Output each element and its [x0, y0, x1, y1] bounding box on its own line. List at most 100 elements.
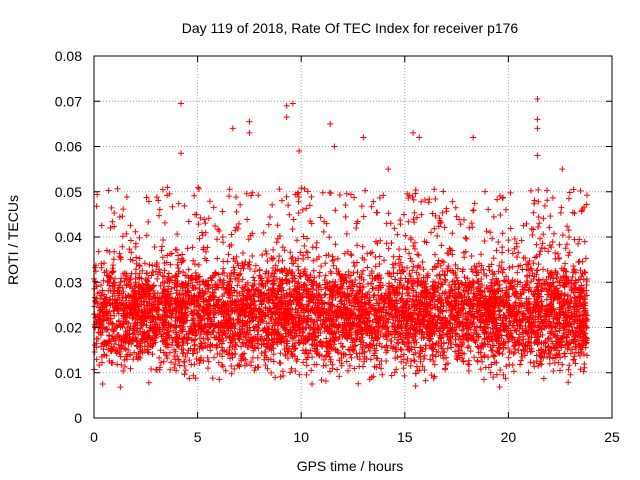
data-point [210, 327, 217, 334]
data-point [503, 284, 510, 291]
data-point [215, 359, 222, 366]
data-point [549, 355, 556, 362]
data-point [289, 226, 296, 233]
data-point [410, 216, 417, 223]
data-point [111, 223, 118, 230]
data-point [334, 303, 341, 310]
data-point [419, 258, 426, 265]
data-point [493, 247, 500, 254]
data-point [268, 369, 275, 376]
data-point [490, 303, 497, 310]
data-point [411, 344, 418, 351]
data-points [91, 95, 591, 391]
data-point [376, 299, 383, 306]
data-point [274, 222, 281, 229]
data-point [362, 187, 369, 194]
data-point [174, 231, 181, 238]
data-point [99, 380, 106, 387]
data-point [404, 264, 411, 271]
data-point [307, 347, 314, 354]
data-point [560, 329, 567, 336]
data-point [135, 274, 142, 281]
data-point [505, 354, 512, 361]
data-point [264, 365, 271, 372]
data-point [414, 275, 421, 282]
data-point [343, 358, 350, 365]
data-point [452, 348, 459, 355]
data-point [376, 361, 383, 368]
data-point [149, 262, 156, 269]
data-point [566, 249, 573, 256]
data-point [558, 265, 565, 272]
data-point [577, 267, 584, 274]
data-point [448, 344, 455, 351]
data-point [108, 204, 115, 211]
data-point [430, 358, 437, 365]
data-point [242, 356, 249, 363]
data-point [229, 336, 236, 343]
data-point [300, 359, 307, 366]
data-point [373, 296, 380, 303]
data-point [463, 235, 470, 242]
data-point [503, 363, 510, 370]
data-point [260, 229, 267, 236]
data-point [99, 287, 106, 294]
data-point [128, 249, 135, 256]
data-point [332, 207, 339, 214]
data-point [530, 260, 537, 267]
data-point [156, 354, 163, 361]
data-point [535, 186, 542, 193]
data-point [565, 379, 572, 386]
data-point [550, 367, 557, 374]
data-point [159, 272, 166, 279]
data-point [157, 359, 164, 366]
data-point [460, 313, 467, 320]
data-point [581, 268, 588, 275]
data-point [123, 230, 130, 237]
data-point [169, 203, 176, 210]
data-point [157, 282, 164, 289]
data-point [400, 365, 407, 372]
data-point [493, 359, 500, 366]
data-point [164, 184, 171, 191]
data-point [353, 225, 360, 232]
data-point [264, 332, 271, 339]
data-point [364, 264, 371, 271]
data-point [535, 261, 542, 268]
data-point [565, 227, 572, 234]
data-point [490, 213, 497, 220]
data-point [565, 252, 572, 259]
data-point [283, 193, 290, 200]
data-point [435, 223, 442, 230]
data-point [512, 289, 519, 296]
data-point [388, 372, 395, 379]
data-point [146, 261, 153, 268]
data-point [303, 205, 310, 212]
data-point [411, 209, 418, 216]
data-point [195, 185, 202, 192]
data-point [127, 237, 134, 244]
data-point [186, 375, 193, 382]
data-point [366, 289, 373, 296]
data-point [159, 186, 166, 193]
data-point [123, 194, 130, 201]
data-point [219, 363, 226, 370]
data-point [119, 284, 126, 291]
data-point [326, 368, 333, 375]
data-point [404, 355, 411, 362]
data-point [410, 263, 417, 270]
data-point [337, 340, 344, 347]
data-point [525, 319, 532, 326]
data-point [543, 276, 550, 283]
data-point [299, 347, 306, 354]
data-point [285, 202, 292, 209]
data-point [495, 268, 502, 275]
data-point [402, 246, 409, 253]
data-point [582, 269, 589, 276]
data-point [490, 255, 497, 262]
data-point [249, 253, 256, 260]
data-point [109, 359, 116, 366]
data-point [98, 222, 105, 229]
data-point [387, 220, 394, 227]
